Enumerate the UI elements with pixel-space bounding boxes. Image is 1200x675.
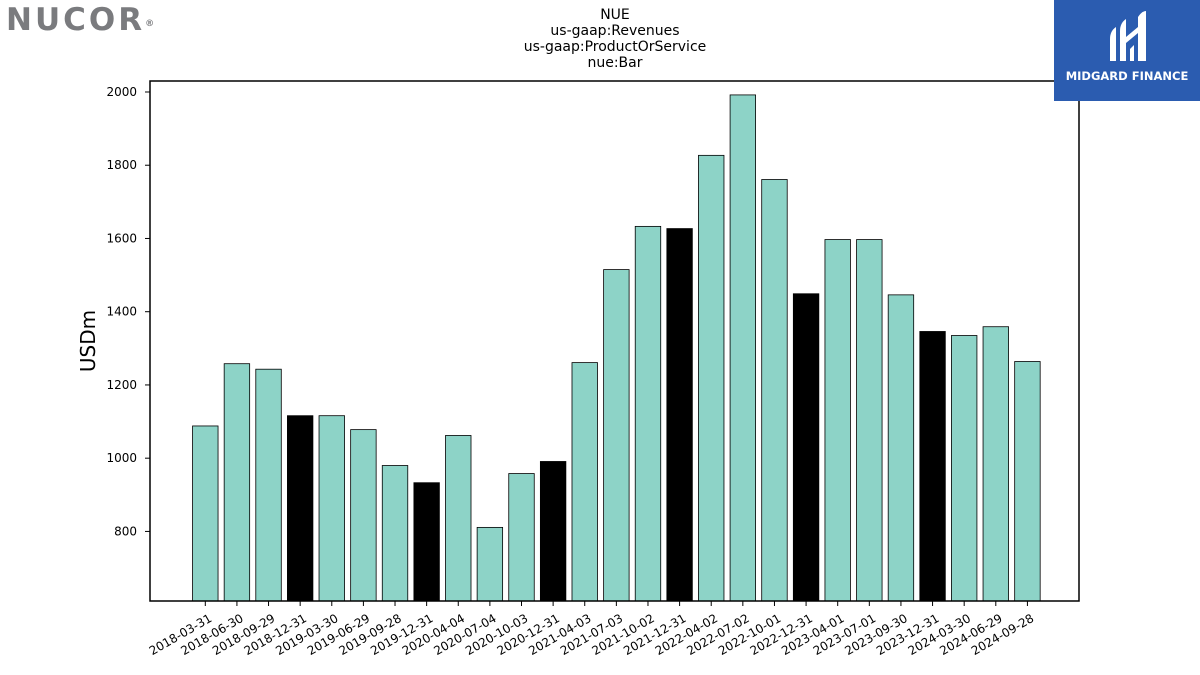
bar-2023-09-30 — [887, 294, 915, 602]
bar-2021-12-31 — [666, 228, 693, 602]
bar-2023-07-01 — [856, 239, 883, 602]
y-tick-label: 1800 — [106, 158, 137, 172]
bar-2018-03-31 — [192, 425, 219, 602]
bar-2022-04-02 — [698, 154, 725, 602]
bar-2018-09-29 — [255, 368, 282, 602]
bar-2019-03-30 — [318, 415, 345, 602]
midgard-finance-text: MIDGARD FINANCE — [1065, 69, 1189, 83]
bar-2021-07-03 — [603, 269, 630, 602]
bar-2019-06-29 — [350, 429, 377, 602]
bars-group — [192, 94, 1041, 602]
nucor-logo-text: NUCOR — [6, 2, 146, 38]
y-axis: 800 1000 1200 1400 1600 1800 2000 — [106, 85, 150, 538]
chart-title-line-1: NUE — [600, 7, 630, 23]
bar-2024-09-28 — [1014, 361, 1041, 602]
bar-2020-10-03 — [508, 473, 535, 602]
bar-2024-03-30 — [951, 335, 978, 602]
chart-title-line-4: nue:Bar — [587, 55, 643, 71]
bar-2018-12-31 — [287, 415, 314, 602]
y-tick-label: 1600 — [106, 231, 137, 245]
bar-2023-12-31 — [919, 331, 946, 602]
y-tick-label: 1200 — [106, 378, 137, 392]
bar-2024-06-29 — [982, 326, 1009, 602]
y-tick-label: 800 — [114, 524, 137, 538]
bar-2023-04-01 — [824, 239, 851, 602]
registered-mark: ® — [145, 19, 155, 29]
plot-frame — [149, 80, 1080, 602]
bar-2020-07-04 — [476, 526, 504, 602]
bar-2022-10-01 — [761, 179, 788, 602]
bar-2021-04-03 — [571, 362, 598, 602]
y-axis-label: USDm — [76, 310, 100, 372]
x-axis: 2018-03-312018-06-302018-09-292018-12-31… — [147, 601, 1036, 658]
bar-2022-12-31 — [792, 293, 820, 602]
y-tick-label: 2000 — [106, 85, 137, 99]
bar-2020-12-31 — [539, 461, 567, 602]
bar-2018-06-30 — [223, 363, 251, 602]
chart-title: NUE us-gaap:Revenues us-gaap:ProductOrSe… — [415, 7, 815, 71]
midgard-logo-icon — [1110, 11, 1146, 61]
y-tick-label: 1000 — [106, 451, 137, 465]
chart-title-line-3: us-gaap:ProductOrService — [523, 39, 707, 55]
bar-2021-10-02 — [634, 225, 662, 602]
y-tick-label: 1400 — [106, 305, 137, 319]
bar-2019-09-28 — [381, 465, 409, 602]
midgard-finance-watermark: MIDGARD FINANCE — [1054, 0, 1200, 101]
chart-title-line-2: us-gaap:Revenues — [550, 23, 680, 39]
nucor-logo: NUCOR® — [6, 2, 154, 38]
bar-2022-07-02 — [729, 94, 756, 602]
bar-2019-12-31 — [413, 482, 440, 602]
bar-2020-04-04 — [445, 435, 472, 602]
